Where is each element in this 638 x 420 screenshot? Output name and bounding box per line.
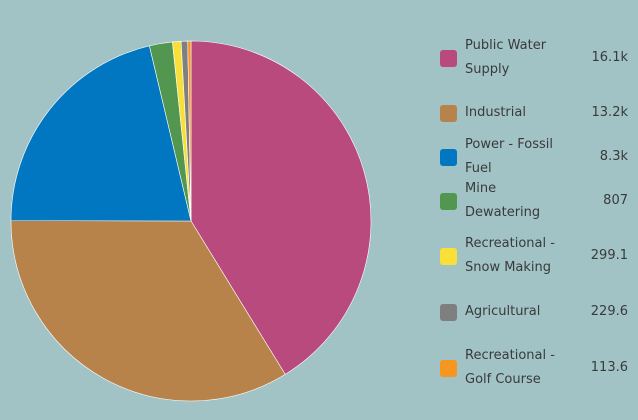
legend-value: 113.6	[590, 360, 628, 375]
legend-value: 229.6	[590, 304, 628, 319]
legend-swatch	[440, 192, 457, 210]
legend-item-mine-dewatering[interactable]: Mine Dewatering 807	[440, 176, 630, 226]
legend-item-recreational-snow-making[interactable]: Recreational - Snow Making 299.1	[440, 231, 630, 281]
legend-value: 13.2k	[591, 105, 628, 120]
legend-item-agricultural[interactable]: Agricultural 229.6	[440, 287, 630, 337]
legend-value: 16.1k	[591, 50, 628, 65]
legend-label: Mine Dewatering	[465, 181, 541, 220]
legend-swatch	[440, 303, 457, 321]
legend-value: 807	[603, 193, 628, 208]
pie-slice-public-water-supply[interactable]	[190, 40, 372, 375]
legend-label: Agricultural	[465, 304, 541, 319]
legend-value: 8.3k	[599, 149, 628, 164]
legend-swatch	[440, 247, 457, 265]
legend-swatch	[440, 148, 457, 166]
legend-swatch	[440, 104, 457, 122]
legend-label: Recreational - Snow Making	[465, 236, 555, 275]
pie-slice-recreational-golf-course[interactable]	[187, 40, 192, 222]
legend-item-industrial[interactable]: Industrial 13.2k	[440, 88, 630, 138]
pie-slice-industrial[interactable]	[10, 220, 286, 402]
pie-slice-power-fossil-fuel[interactable]	[10, 45, 192, 222]
legend-item-power-fossil-fuel[interactable]: Power - Fossil Fuel 8.3k	[440, 132, 630, 182]
legend-label: Recreational - Golf Course	[465, 348, 555, 387]
legend-swatch	[440, 49, 457, 67]
legend-label: Industrial	[465, 105, 526, 120]
legend-item-recreational-golf-course[interactable]: Recreational - Golf Course 113.6	[440, 343, 630, 393]
legend-value: 299.1	[590, 248, 628, 263]
legend-item-public-water-supply[interactable]: Public Water Supply 16.1k	[440, 33, 630, 83]
legend-swatch	[440, 359, 457, 377]
legend-label: Public Water Supply	[465, 38, 547, 77]
legend-label: Power - Fossil Fuel	[465, 137, 553, 176]
pie-chart	[10, 40, 372, 402]
